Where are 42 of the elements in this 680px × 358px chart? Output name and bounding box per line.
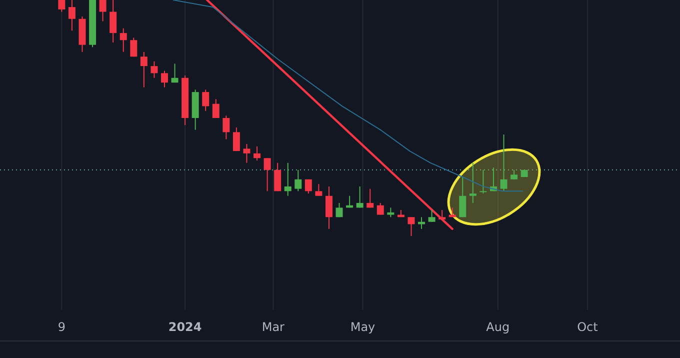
candlestick bbox=[232, 126, 240, 152]
candlestick bbox=[336, 202, 343, 218]
candlestick bbox=[325, 186, 332, 230]
candlestick bbox=[58, 0, 66, 12]
x-tick-label: May bbox=[350, 320, 376, 334]
candlestick bbox=[510, 169, 518, 180]
candlestick bbox=[110, 0, 117, 43]
x-tick-label: 2024 bbox=[168, 320, 202, 334]
candlestick bbox=[469, 162, 476, 204]
candlestick bbox=[315, 184, 322, 196]
candlestick bbox=[356, 186, 364, 208]
candlestick bbox=[254, 146, 261, 161]
candlestick bbox=[274, 162, 282, 192]
candlestick bbox=[150, 60, 158, 78]
x-tick-label: Mar bbox=[262, 320, 285, 334]
candlestick bbox=[202, 89, 210, 112]
candlestick bbox=[480, 169, 487, 194]
candlestick bbox=[99, 0, 106, 22]
candlestick bbox=[68, 0, 76, 32]
candlestick bbox=[212, 98, 220, 118]
candlestick bbox=[160, 70, 168, 88]
candlestick bbox=[264, 158, 271, 192]
candlestick bbox=[171, 63, 178, 84]
candlestick bbox=[408, 216, 415, 236]
candlestick bbox=[500, 134, 508, 192]
candlestick bbox=[376, 202, 384, 216]
candlestick bbox=[387, 207, 394, 218]
candlestick bbox=[243, 143, 250, 164]
candlestick bbox=[366, 188, 374, 208]
candlestick bbox=[120, 28, 127, 52]
candlestick bbox=[130, 37, 138, 58]
candlestick bbox=[294, 169, 302, 192]
candlestick bbox=[438, 210, 446, 220]
x-tick-label: 9 bbox=[58, 320, 66, 334]
candlestick bbox=[140, 51, 148, 88]
candlestick bbox=[459, 176, 466, 218]
candlestick bbox=[222, 115, 230, 140]
x-tick-label: Aug bbox=[486, 320, 510, 334]
candlestick bbox=[428, 210, 436, 222]
candlestick bbox=[304, 178, 312, 194]
x-tick-label: Oct bbox=[577, 320, 598, 334]
candlestick bbox=[284, 162, 292, 196]
